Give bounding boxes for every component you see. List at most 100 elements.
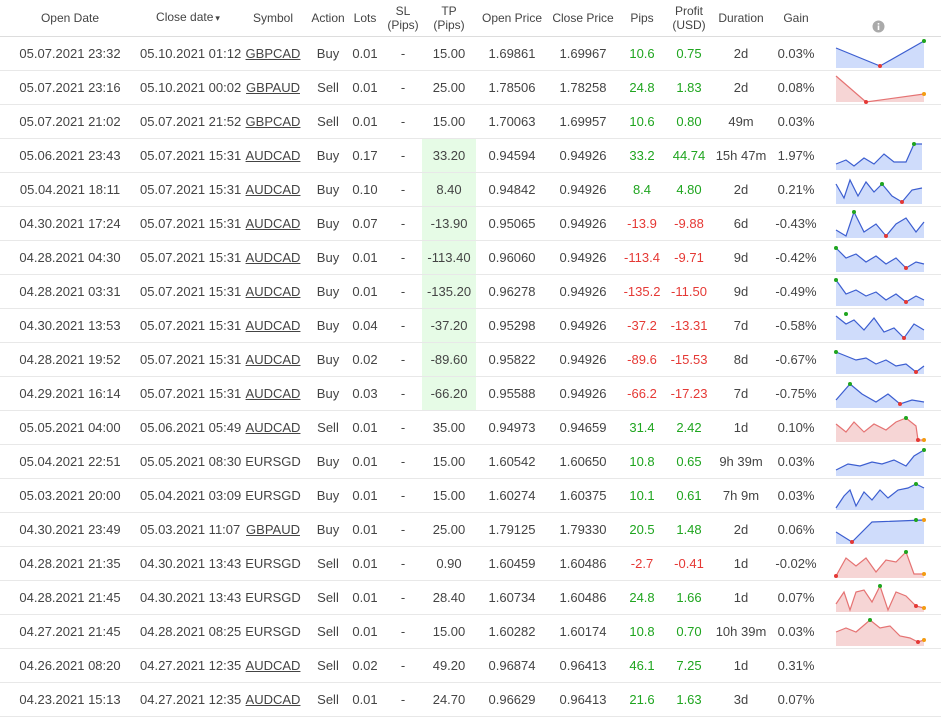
cell: 04.27.2021 12:35 (140, 648, 241, 683)
cell-text[interactable]: AUDCAD (245, 215, 301, 231)
cell: 46.1 (618, 648, 666, 683)
cell-text: 15.00 (432, 487, 466, 503)
cell: - (384, 580, 422, 615)
cell-text: -113.40 (427, 249, 471, 265)
cell-text: - (400, 249, 406, 265)
cell: AUDCAD (236, 682, 310, 717)
cell-text: 21.6 (629, 691, 655, 707)
cell-text: 9h 39m (719, 453, 763, 469)
cell-text[interactable]: AUDCAD (245, 657, 301, 673)
cell-text: 0.96278 (488, 283, 536, 299)
cell: AUDCAD (236, 376, 310, 411)
cell-text: 1.79125 (488, 521, 536, 537)
header-label: Lots (353, 10, 377, 25)
cell-text: 2d (733, 521, 749, 537)
cell-text: Sell (317, 691, 339, 707)
cell-text: -0.58% (775, 317, 817, 333)
cell: 05.03.2021 11:07 (140, 512, 240, 547)
cell: 05.07.2021 15:31 (140, 274, 241, 309)
cell: - (384, 206, 422, 241)
cell: Buy (310, 138, 346, 173)
cell-text: 1.60174 (559, 623, 607, 639)
cell: 05.05.2021 04:00 (0, 410, 140, 445)
cell: 0.94926 (548, 240, 618, 275)
cell: 1.60542 (476, 444, 548, 479)
cell: 04.30.2021 13:43 (140, 580, 241, 615)
cell-text[interactable]: GBPCAD (245, 45, 301, 61)
cell: AUDCAD (236, 206, 310, 241)
cell-text: 05.03.2021 20:00 (19, 487, 121, 503)
cell: 1.79330 (548, 512, 618, 547)
cell: 7h 9m (712, 478, 770, 513)
cell-text: - (400, 385, 406, 401)
cell: 0.07% (770, 682, 822, 717)
cell-text[interactable]: AUDCAD (245, 249, 301, 265)
cell: 15.00 (422, 104, 476, 139)
cell-text: 0.65 (676, 453, 702, 469)
cell: 15.00 (422, 444, 476, 479)
cell-text[interactable]: AUDCAD (245, 147, 301, 163)
cell-text: 1.78258 (559, 79, 607, 95)
cell-text[interactable]: AUDCAD (245, 283, 301, 299)
cell: Sell (310, 70, 346, 105)
cell: 6d (712, 206, 770, 241)
cell-text[interactable]: GBPCAD (245, 113, 301, 129)
cell: Buy (310, 376, 346, 411)
info-icon[interactable] (872, 20, 885, 33)
cell: -13.90 (422, 206, 476, 241)
cell: 05.07.2021 15:31 (140, 240, 241, 275)
cell: 04.27.2021 12:35 (140, 682, 241, 717)
cell: Buy (310, 274, 346, 309)
sparkline-cell (822, 648, 941, 683)
cell: - (384, 104, 422, 139)
cell-text: 05.07.2021 23:16 (19, 79, 121, 95)
cell: 0.21% (770, 172, 822, 207)
cell-text: 04.28.2021 04:30 (19, 249, 121, 265)
cell-text: 1.60375 (559, 487, 607, 503)
column-header: Action (310, 0, 346, 37)
cell-text: 31.4 (629, 419, 655, 435)
cell-text[interactable]: AUDCAD (245, 691, 301, 707)
cell-text[interactable]: AUDCAD (245, 419, 301, 435)
cell-text: 7.25 (676, 657, 702, 673)
cell-text: -9.88 (674, 215, 704, 231)
cell-text: -0.75% (775, 385, 817, 401)
cell: AUDCAD (236, 342, 310, 377)
cell-text: -66.2 (627, 385, 657, 401)
cell-text: 0.95822 (488, 351, 536, 367)
cell-text: 0.04 (352, 317, 378, 333)
cell: 05.07.2021 15:31 (140, 342, 241, 377)
sparkline-cell (822, 682, 941, 717)
cell-text[interactable]: AUDCAD (245, 317, 301, 333)
cell-text[interactable]: AUDCAD (245, 351, 301, 367)
cell-text[interactable]: AUDCAD (245, 181, 301, 197)
cell-text: Buy (316, 317, 340, 333)
cell-text: 15.00 (432, 45, 466, 61)
cell-text: 0.96629 (488, 691, 536, 707)
cell-text[interactable]: GBPAUD (246, 521, 300, 537)
cell-text: 04.27.2021 21:45 (19, 623, 121, 639)
cell: -13.31 (666, 308, 712, 343)
cell: 8d (712, 342, 770, 377)
cell-text: 0.94973 (488, 419, 536, 435)
column-header: Profit (USD) (666, 0, 712, 37)
cell: 7.25 (666, 648, 712, 683)
cell-text: - (400, 487, 406, 503)
cell: 0.01 (346, 70, 384, 105)
cell: 0.94926 (548, 342, 618, 377)
cell-text[interactable]: AUDCAD (245, 385, 301, 401)
cell: 2d (712, 36, 770, 71)
cell: 0.95588 (476, 376, 548, 411)
cell: AUDCAD (236, 648, 310, 683)
cell-text: 1.60486 (559, 555, 607, 571)
trade-row: 04.28.2021 03:31 05.07.2021 15:31 AUDCAD Bu… (0, 274, 941, 309)
cell-text: - (400, 521, 406, 537)
cell-text: Sell (317, 79, 339, 95)
cell-text[interactable]: GBPAUD (246, 79, 300, 95)
cell: 04.28.2021 21:35 (0, 546, 140, 581)
cell: - (384, 376, 422, 411)
cell-text: Buy (316, 453, 340, 469)
cell: 25.00 (422, 70, 476, 105)
cell: 7d (712, 308, 770, 343)
